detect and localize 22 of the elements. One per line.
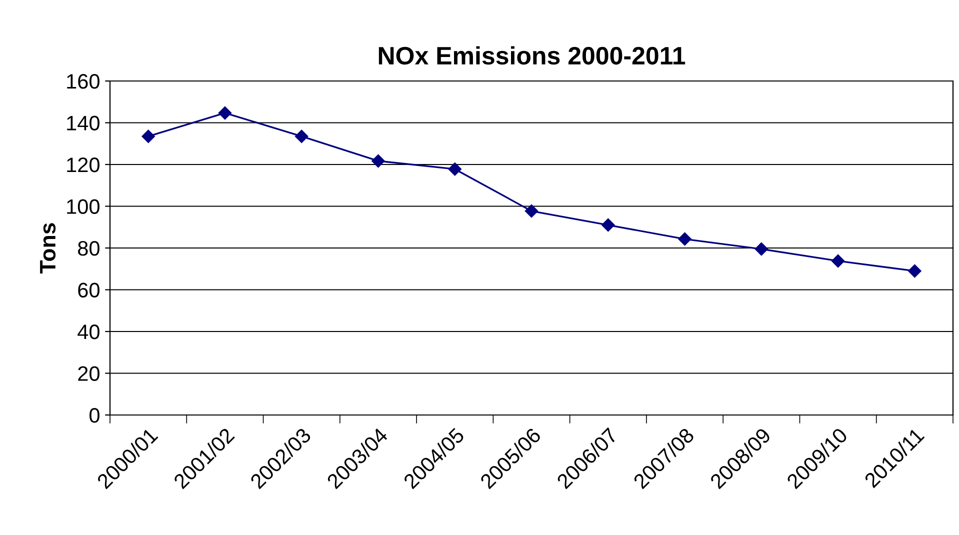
y-tick-label: 60	[78, 282, 100, 298]
point	[602, 218, 615, 232]
y-tick-label: 80	[78, 241, 100, 256]
y-axis-title: Tons	[40, 223, 56, 274]
point	[218, 106, 232, 120]
y-tick-label: 160	[67, 74, 100, 89]
point	[142, 130, 155, 143]
y-tick-label: 0	[90, 408, 100, 423]
y-tick-label: 100	[67, 199, 100, 214]
y-tick-label: 120	[67, 158, 100, 172]
point	[831, 254, 845, 268]
y-tick-label: 40	[78, 324, 100, 340]
point	[524, 204, 538, 218]
chart-title: NOx Emissions 2000-2011	[378, 46, 686, 65]
point	[448, 162, 462, 176]
point	[754, 242, 768, 256]
point	[372, 154, 385, 168]
point	[295, 130, 308, 143]
point	[908, 264, 922, 278]
point	[678, 232, 692, 246]
y-tick-label: 140	[67, 116, 100, 131]
y-tick-label: 20	[78, 366, 100, 382]
